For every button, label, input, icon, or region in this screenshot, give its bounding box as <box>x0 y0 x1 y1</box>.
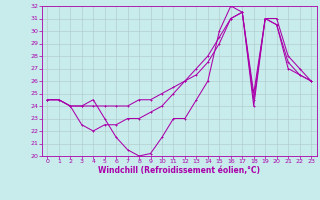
X-axis label: Windchill (Refroidissement éolien,°C): Windchill (Refroidissement éolien,°C) <box>98 166 260 175</box>
